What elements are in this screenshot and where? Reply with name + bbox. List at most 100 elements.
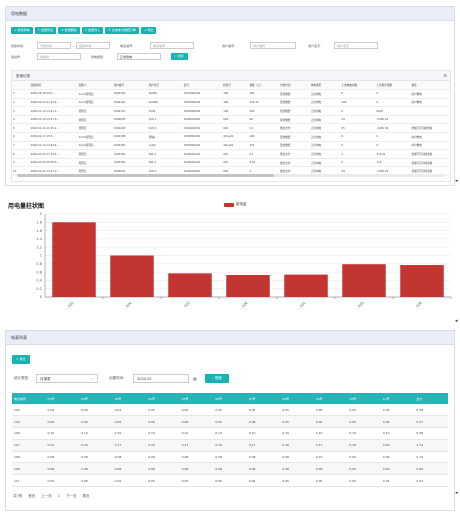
button-label: 生成本月缴费订单 — [111, 28, 136, 32]
table-cell: 0190360204 — [182, 89, 223, 99]
type-select[interactable]: 正常用电 — [117, 53, 161, 60]
date-end-input[interactable]: 结束时间 — [76, 42, 111, 49]
column-header[interactable]: 06号 — [213, 393, 247, 404]
resize-handle-icon[interactable]: ◂ — [455, 318, 458, 324]
records-table: 创建时间 创建人 用户编号 用户名字 表号 抄表号 金额（元） 付款方式 用电类型 上次电电示数上… — [12, 81, 450, 177]
column-header[interactable]: 05号 — [179, 393, 214, 404]
date-label: 创建时间: — [109, 376, 125, 380]
table-cell: 微信支付 — [279, 149, 310, 159]
horizontal-scrollbar[interactable] — [17, 174, 445, 177]
table-cell: 微信支付 — [279, 158, 310, 168]
table-row[interactable]: 106 0.10 0.10 0.10 0.10 0.10 0.10 0.10 0.10 0.10 0… — [12, 427, 448, 440]
table-row[interactable]: 109 0.08 0.08 0.08 0.08 0.08 0.08 0.08 0.08 0.08 0… — [12, 462, 448, 476]
chart-legend[interactable]: 用电量 — [224, 202, 247, 207]
search-icon: ⌕ — [211, 376, 215, 380]
table-cell: 100 — [222, 89, 249, 99]
column-header[interactable]: 08号 — [280, 393, 314, 404]
user-name-label: 用户名字: — [308, 43, 322, 48]
current-page[interactable]: 1 — [57, 494, 60, 498]
calendar-icon[interactable]: ▦ — [193, 376, 197, 381]
table-row[interactable]: 6 2020-01-17 15:5... Acms管理员 0190188 测站1 0190… — [12, 132, 450, 142]
column-header[interactable]: 用户名字 — [147, 81, 183, 91]
table-cell: 018-1 — [147, 123, 183, 134]
table-row[interactable]: 2 2020-02-24 21:21:4... Acms管理员 0190191 test… — [12, 98, 450, 108]
last-page-link[interactable]: 尾页 — [82, 494, 90, 498]
y-tick-label: 2 — [40, 212, 42, 216]
month-input[interactable]: 2020-02 — [133, 374, 189, 383]
resize-handle-icon[interactable]: ◂ — [455, 490, 458, 496]
table-cell: 2020-01-03 17:14:4... — [29, 149, 78, 159]
table-row[interactable]: 4 2020-01-14 14:17:0... 管理员 0190093 018-1 019… — [12, 115, 450, 125]
stat-filter-row: 统计类型: 月报表 ⌄ 创建时间: 2020-02 ▦ ⌕ 搜索 — [14, 374, 229, 383]
column-header[interactable]: 付款方式 — [279, 81, 310, 91]
export-button[interactable]: ↓导出 — [140, 27, 157, 34]
column-header[interactable]: 表号 — [182, 81, 223, 91]
column-header[interactable]: 用户编号 — [112, 81, 148, 91]
column-header[interactable]: 10号 — [347, 393, 381, 404]
table-row[interactable]: 107 0.22 0.20 0.17 0.16 0.17 0.16 0.17 0.16 0.17 0… — [12, 439, 448, 452]
add-button[interactable]: +新增用电 — [11, 27, 33, 34]
table-cell: 0190093 — [112, 123, 148, 134]
column-header[interactable]: 07号 — [246, 393, 281, 404]
column-header[interactable]: 创建时间 — [29, 81, 78, 91]
table-row[interactable]: 108 0.08 0.08 0.08 0.08 0.08 0.08 0.08 0.08 0.07 0… — [12, 451, 448, 464]
meter-input[interactable]: 电表编号 — [150, 42, 195, 49]
batch-import-button[interactable]: ⇩批量导入 — [81, 27, 104, 34]
table-cell: 0.05 — [313, 404, 348, 417]
table-row[interactable]: 9 2020-01-03 09:28:0... 管理员 0190181 022-1 019… — [12, 158, 450, 168]
date-separator: - — [73, 43, 75, 48]
table-row[interactable]: 111 0.05 0.06 0.05 0.05 0.05 0.05 0.05 0.05 0.05 0… — [12, 474, 448, 488]
table-cell: 现金缴费 — [279, 98, 310, 108]
table-cell: test01 — [147, 89, 183, 99]
column-header[interactable]: 抄表号 — [222, 81, 249, 91]
table-cell: 1 — [12, 89, 30, 99]
export-button[interactable]: ⇩导出 — [12, 355, 30, 364]
prev-page-link[interactable]: 上一页 — [41, 494, 52, 498]
gear-icon[interactable]: ⚙ — [443, 73, 447, 78]
table-row[interactable]: 7 2020-01-13 14:42:4... Acms管理员 0190187 caid… — [12, 141, 450, 151]
table-row[interactable]: 103 0.06 0.06 0.05 0.06 0.06 0.05 0.06 0.05 0.05 0… — [12, 415, 448, 429]
button-label: 批量删除 — [64, 28, 77, 32]
search-button[interactable]: ⌕ 搜索 — [204, 374, 229, 383]
column-header[interactable]: 金额（元） — [248, 81, 280, 91]
date-start-input[interactable]: 开始时间 — [37, 42, 71, 49]
column-header[interactable]: 上次累计金额 — [375, 81, 411, 91]
table-row[interactable]: 8 2020-01-03 17:14:4... 管理员 0190181 022-1 019… — [12, 149, 450, 159]
column-header[interactable]: 03号 — [112, 393, 147, 404]
generate-order-button[interactable]: ☰生成本月缴费订单 — [105, 27, 139, 34]
table-cell: 0190202201 — [182, 158, 223, 168]
column-header[interactable]: 02号 — [79, 393, 113, 404]
column-header[interactable]: 09号 — [313, 393, 348, 404]
column-header[interactable]: 11号 — [380, 393, 415, 404]
user-name-input[interactable]: 用户名字 — [334, 42, 379, 49]
table-cell: 0.05 — [246, 404, 281, 417]
column-header[interactable]: 电表编号 — [12, 393, 46, 404]
batch-export-button[interactable]: ⇪批量导出 — [34, 27, 57, 34]
table-row[interactable]: 3 2020-01-14 14:21:1... 管理员 0190131 0192 0190… — [12, 106, 450, 116]
station-input[interactable]: 用站号 — [37, 53, 81, 60]
column-header[interactable]: 01号 — [45, 393, 80, 404]
resize-handle-icon[interactable]: ◂ — [455, 178, 458, 184]
first-page-link[interactable]: 首页 — [28, 494, 36, 498]
table-row[interactable]: 102 0.04 0.06 0.04 0.05 0.05 0.05 0.05 0.05 0.05 0… — [12, 404, 448, 417]
scrollbar-thumb[interactable] — [17, 174, 274, 177]
table-row[interactable]: 5 2020-01-10 11:25:2... 管理员 0190093 018-1 019… — [12, 123, 450, 134]
next-page-link[interactable]: 下一页 — [65, 494, 77, 498]
table-cell: 0.10 — [213, 427, 247, 440]
column-header[interactable]: 创建人 — [77, 81, 113, 91]
column-header[interactable]: 用电类型 — [309, 81, 341, 91]
column-header[interactable]: 上次电电示数 — [340, 81, 376, 91]
stat-type-select[interactable]: 月报表 ⌄ — [36, 374, 98, 383]
meter-list-panel: 电表列表 ⇩导出 统计类型: 月报表 ⌄ 创建时间: 2020-02 ▦ ⌕ 搜索… — [5, 330, 455, 511]
column-header[interactable]: 合计 — [414, 393, 448, 404]
table-cell: 44 — [340, 115, 376, 125]
column-header[interactable] — [12, 81, 30, 91]
column-header[interactable]: 04号 — [146, 393, 180, 404]
search-button[interactable]: ⌕ 搜索 — [171, 53, 188, 60]
user-no-input[interactable]: 用户编号 — [250, 42, 297, 49]
batch-delete-button[interactable]: ✕批量删除 — [58, 27, 80, 34]
table-cell: 7 — [12, 141, 30, 151]
table-row[interactable]: 1 2020-02-19 09:0... Acms管理员 0190192 test01 0… — [12, 89, 450, 99]
column-header[interactable]: 备注 — [410, 81, 450, 91]
table-cell: 0.08 — [112, 451, 147, 464]
